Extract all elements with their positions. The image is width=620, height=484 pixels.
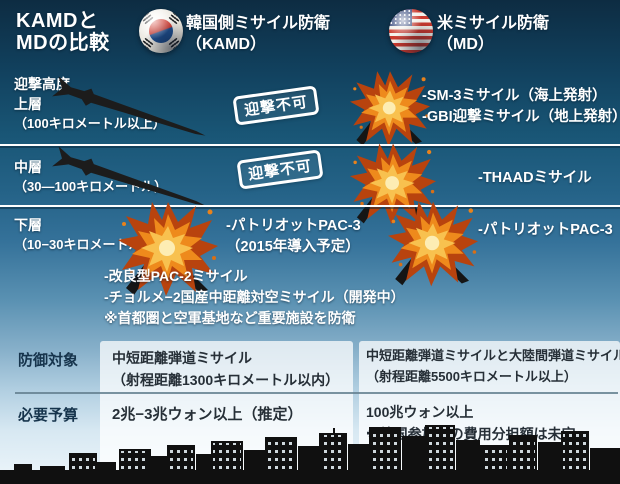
defense-target-us: 中短距離弾道ミサイルと大陸間弾道ミサイル （射程距離5500キロメートル以上） (366, 345, 620, 387)
explosion-icon (350, 68, 430, 148)
defense-target-korea: 中短距離弾道ミサイル （射程距離1300キロメートル以内） (112, 347, 339, 391)
row-upper-label-line3: （100キロメートル以上） (14, 116, 166, 131)
row-upper-label-line2: 上層 (14, 96, 42, 112)
budget-us-line1: 100兆ウォン以上 (366, 404, 474, 420)
column-header-us: 米ミサイル防衛 （MD） (437, 13, 549, 55)
korea-missile-pac3: -パトリオットPAC-3 (226, 218, 361, 234)
page-title: KAMDと MDの比較 (16, 10, 110, 54)
city-skyline-silhouette (0, 425, 620, 484)
no-intercept-stamp: 迎撃不可 (236, 149, 324, 190)
korea-extra-items: -改良型PAC-2ミサイル -チョルメ−2国産中距離対空ミサイル（開発中） ※首… (104, 266, 405, 329)
us-header-line2: （MD） (437, 36, 494, 53)
korea-missile-cheolmae: -チョルメ−2国産中距離対空ミサイル（開発中） (104, 289, 405, 305)
korea-missile-pac2: -改良型PAC-2ミサイル (104, 268, 248, 284)
row-upper-label: 迎撃高度 上層 （100キロメートル以上） (14, 74, 166, 134)
defense-target-label: 防御対象 (18, 352, 79, 369)
no-intercept-stamp: 迎撃不可 (232, 85, 320, 126)
defense-korea-line2: （射程距離1300キロメートル以内） (112, 372, 340, 388)
page-title-line2: MDの比較 (16, 32, 110, 54)
row-lower-korea-items: -パトリオットPAC-3 （2015年導入予定） (226, 216, 361, 258)
korea-header-line2: （KAMD） (186, 36, 266, 53)
us-missile-gbi: -GBI迎撃ミサイル（地上発射） (422, 109, 620, 125)
row-middle-label-line1: 中層 (14, 159, 42, 175)
budget-korea: 2兆−3兆ウォン以上（推定） (112, 406, 303, 423)
us-header-line1: 米ミサイル防衛 (437, 15, 550, 32)
defense-us-line2: （射程距離5500キロメートル以上） (366, 369, 577, 384)
us-missile-sm3: -SM-3ミサイル（海上発射） (422, 88, 607, 104)
page-title-line1: KAMDと (16, 10, 99, 32)
defense-us-line1: 中短距離弾道ミサイルと大陸間弾道ミサイル (366, 348, 620, 363)
row-upper-us-items: -SM-3ミサイル（海上発射） -GBI迎撃ミサイル（地上発射） (422, 86, 620, 128)
row-separator (0, 144, 620, 146)
us-missile-pac3: -パトリオットPAC-3 (478, 222, 613, 238)
budget-label: 必要予算 (18, 407, 79, 424)
korea-missile-pac3-note: （2015年導入予定） (226, 239, 360, 255)
row-upper-label-line1: 迎撃高度 (14, 76, 70, 92)
usa-flag-icon (389, 9, 433, 53)
table-separator (15, 392, 618, 394)
defense-korea-line1: 中短距離弾道ミサイル (112, 350, 252, 366)
us-missile-thaad: -THAADミサイル (478, 170, 592, 186)
column-header-korea: 韓国側ミサイル防衛 （KAMD） (186, 13, 330, 55)
row-separator (0, 205, 620, 207)
korea-defense-note: ※首都圏と空軍基地など重要施設を防衛 (104, 310, 356, 326)
korea-header-line1: 韓国側ミサイル防衛 (186, 15, 331, 32)
south-korea-flag-icon (139, 9, 183, 53)
row-lower-label-line1: 下層 (14, 217, 42, 233)
